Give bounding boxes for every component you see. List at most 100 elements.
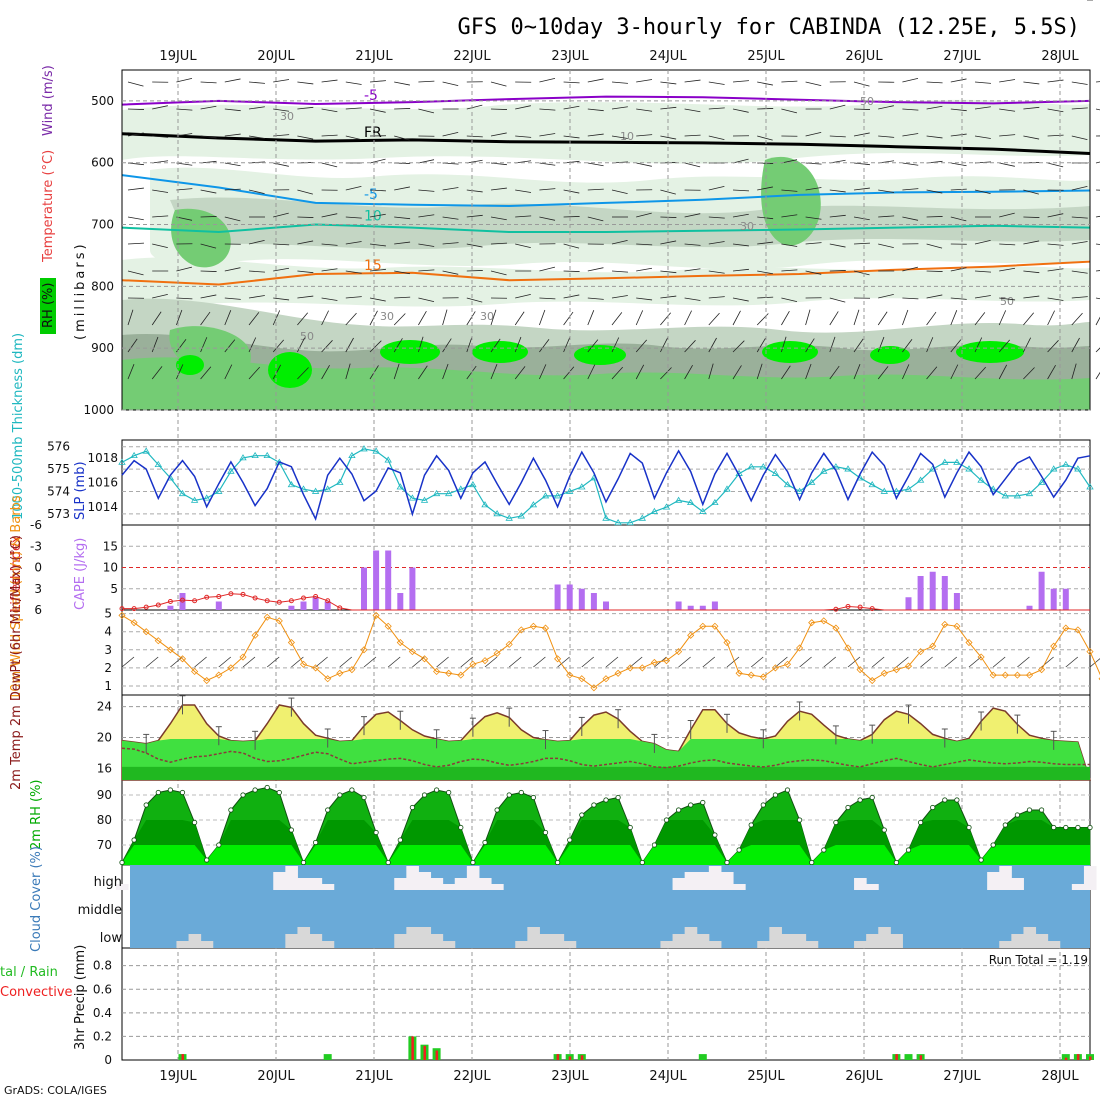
x-tick-label-bottom: 27JUL bbox=[943, 1069, 981, 1084]
wind10m-point bbox=[178, 655, 187, 663]
wind-barb bbox=[805, 216, 822, 220]
wind10m-point bbox=[1074, 626, 1082, 634]
wind-barb bbox=[369, 80, 386, 83]
wind-barb bbox=[273, 297, 290, 301]
wind-barb bbox=[248, 189, 265, 194]
thickness-point bbox=[832, 463, 840, 470]
wind-barb bbox=[732, 213, 749, 218]
cloud-high-block bbox=[297, 878, 311, 890]
wind10m-barb bbox=[508, 656, 522, 668]
wind10m-point bbox=[554, 655, 562, 663]
wind-barb bbox=[708, 312, 720, 326]
wind-barb bbox=[999, 134, 1016, 137]
wind-barb bbox=[224, 267, 241, 272]
wind-barb bbox=[152, 105, 168, 110]
wind-barb bbox=[490, 108, 508, 110]
wind-barb bbox=[902, 78, 919, 83]
cloud-high-block bbox=[684, 872, 698, 890]
wind-barb bbox=[369, 268, 386, 272]
cloud-ylabel: Cloud Cover (%) high middle low bbox=[29, 846, 122, 952]
wind-barb bbox=[515, 135, 532, 138]
wind10m-point bbox=[505, 640, 513, 648]
thickness-point bbox=[868, 480, 876, 488]
rh2m-point bbox=[603, 797, 609, 803]
precip-conv-bar bbox=[895, 1054, 898, 1060]
wind-barb bbox=[853, 81, 870, 87]
wind-barb bbox=[853, 309, 860, 326]
wind-barb bbox=[708, 216, 725, 219]
thickness-tick-label: 573 bbox=[47, 507, 70, 521]
wind-barb bbox=[345, 186, 362, 191]
wind-barb bbox=[442, 338, 452, 353]
rh2m-point bbox=[700, 799, 706, 806]
wind-barb bbox=[127, 187, 144, 191]
wind-barb bbox=[490, 132, 507, 137]
wind-barb bbox=[539, 108, 556, 111]
wind-barb bbox=[369, 243, 386, 247]
wind-barb bbox=[369, 340, 382, 353]
wind-barb bbox=[902, 309, 909, 326]
cape-bar bbox=[397, 593, 404, 610]
precip-ylabel: tal / Rain Convective 3hr Precip (mm) Ru… bbox=[0, 945, 1088, 1050]
wind-barb bbox=[781, 243, 798, 247]
wind-barb bbox=[200, 81, 217, 84]
wind-barb bbox=[611, 240, 628, 245]
rh2m-point bbox=[119, 859, 125, 866]
rh2m-layer bbox=[119, 784, 1093, 866]
wind-barb bbox=[950, 297, 967, 300]
cape-tick-label: 15 bbox=[103, 539, 118, 553]
wind-barb bbox=[732, 189, 749, 192]
wind10m-point bbox=[517, 626, 525, 634]
li-line bbox=[122, 593, 1090, 611]
wind10m-barb bbox=[1065, 656, 1079, 668]
wind-barb bbox=[297, 135, 314, 140]
thickness-point bbox=[602, 514, 610, 521]
isotherm-line bbox=[121, 174, 1091, 208]
temp2m-layer bbox=[121, 0, 1093, 781]
li-tick-label: -3 bbox=[30, 539, 42, 553]
rh2m-point bbox=[482, 839, 488, 846]
wind-barb bbox=[394, 108, 411, 110]
precip-total-bar bbox=[698, 1054, 707, 1060]
temp2m-ylabel: 2m Temp 2m DewPt (6hr Min/Max) (°C) bbox=[9, 535, 24, 790]
x-tick-label-top: 20JUL bbox=[257, 49, 295, 64]
precip-tick-label: 0.6 bbox=[93, 982, 112, 996]
wind10m-barb bbox=[121, 656, 135, 668]
thickness-point bbox=[311, 487, 320, 494]
thickness-point bbox=[251, 451, 259, 459]
rh2m-point bbox=[712, 832, 718, 838]
wind-barb bbox=[853, 162, 870, 166]
wind-barb bbox=[708, 296, 725, 299]
wind-barb bbox=[974, 81, 991, 84]
thickness-point bbox=[202, 494, 211, 501]
wind-barb bbox=[902, 188, 919, 191]
cape-bar bbox=[300, 601, 307, 610]
wind10m-label: 10m Wind Speed (m/s) & Barbs bbox=[9, 495, 24, 700]
rh2m-point bbox=[784, 787, 791, 793]
cloud-low-block bbox=[539, 934, 553, 948]
cloud-low-block bbox=[1011, 934, 1024, 948]
wind10m-point bbox=[965, 638, 973, 647]
wind-barb bbox=[950, 162, 967, 167]
wind-barb bbox=[490, 338, 501, 353]
wind-barb bbox=[1095, 215, 1100, 218]
wind-barb bbox=[297, 367, 309, 380]
wind-barb bbox=[853, 338, 864, 353]
wind-barb bbox=[442, 270, 459, 275]
wind-barb bbox=[321, 162, 338, 168]
wind-barb bbox=[974, 312, 986, 326]
wind-barb bbox=[878, 135, 895, 138]
wind-barb bbox=[127, 270, 144, 276]
cape-bar bbox=[409, 567, 416, 610]
wind-barb bbox=[272, 339, 284, 353]
wind-barb bbox=[660, 312, 671, 326]
wind10m-point bbox=[820, 617, 828, 625]
wind-barb bbox=[732, 268, 749, 272]
thickness-point bbox=[1037, 478, 1046, 485]
wind10m-barb bbox=[605, 656, 619, 668]
upper-air-ylabel: RH (%) Temperature (°C) Wind (m/s) (mill… bbox=[40, 65, 88, 340]
wind-barb bbox=[1047, 134, 1064, 137]
pressure-tick-label: 900 bbox=[91, 341, 114, 355]
wind-barb bbox=[684, 340, 696, 353]
wind10m-point bbox=[396, 638, 404, 647]
